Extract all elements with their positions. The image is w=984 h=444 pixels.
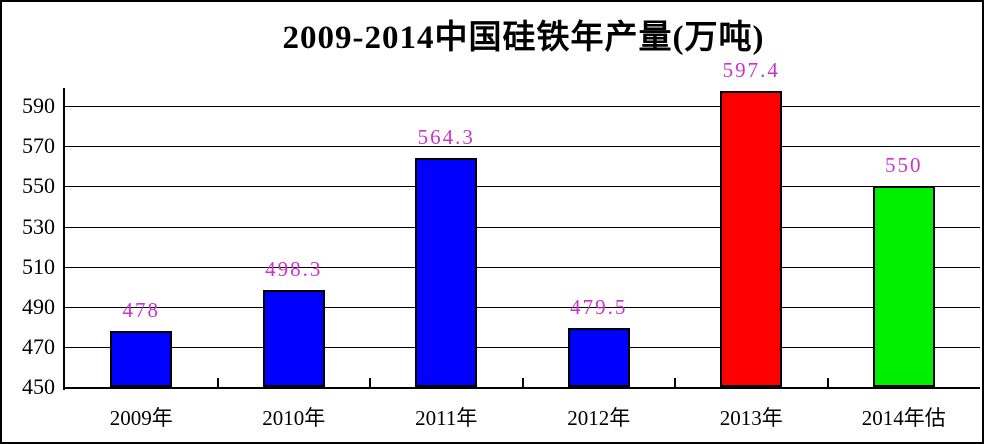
bar-value-label: 498.3 <box>265 257 323 282</box>
x-axis-tick <box>674 378 676 387</box>
x-axis-tick <box>521 378 524 387</box>
x-axis-label: 2010年 <box>262 406 326 430</box>
x-axis-label: 2011年 <box>415 406 478 430</box>
gridline-510 <box>65 266 980 268</box>
y-tick-label: 530 <box>22 213 55 239</box>
x-axis-label: 2014年估 <box>861 406 946 430</box>
x-axis-tick <box>826 378 829 387</box>
bar-2012年 <box>567 327 630 387</box>
y-tick-label: 590 <box>22 93 55 119</box>
bar-value-label: 478 <box>122 297 161 322</box>
y-tick-label: 450 <box>22 374 55 399</box>
gridline-470 <box>65 346 980 348</box>
plot-area: 450 470 490 510 530 550 570 590 478 2009年 498.3 201… <box>22 59 980 429</box>
bar-value-label: 550 <box>885 153 923 178</box>
x-axis-line <box>63 387 980 389</box>
x-axis-tick <box>216 378 219 387</box>
bar-2014年估 <box>872 186 935 387</box>
x-axis-label: 2012年 <box>567 406 631 430</box>
gridline-570 <box>65 146 980 148</box>
y-tick-label: 510 <box>22 253 55 279</box>
x-axis-label: 2009年 <box>109 406 173 430</box>
gridline-530 <box>65 226 980 228</box>
x-axis-tick <box>369 378 371 387</box>
bar-2013年 <box>720 91 783 387</box>
y-tick-label: 470 <box>22 333 55 359</box>
y-tick-label: 490 <box>22 293 55 319</box>
gridline-490 <box>65 306 980 308</box>
bar-value-label: 564.3 <box>417 124 475 149</box>
bar-2009年 <box>110 330 173 387</box>
bar-2011年 <box>415 157 478 387</box>
gridline-590 <box>65 106 980 108</box>
bar-2010年 <box>262 290 325 387</box>
bar-value-label: 597.4 <box>722 58 780 83</box>
y-axis-line <box>63 88 65 390</box>
chart-title: 2009-2014中国硅铁年产量(万吨) <box>282 20 765 56</box>
x-axis-label: 2013年 <box>719 406 783 430</box>
y-tick-label: 570 <box>22 133 55 159</box>
gridline-550 <box>65 186 980 188</box>
y-tick-label: 550 <box>22 173 55 199</box>
bar-value-label: 479.5 <box>570 294 628 319</box>
